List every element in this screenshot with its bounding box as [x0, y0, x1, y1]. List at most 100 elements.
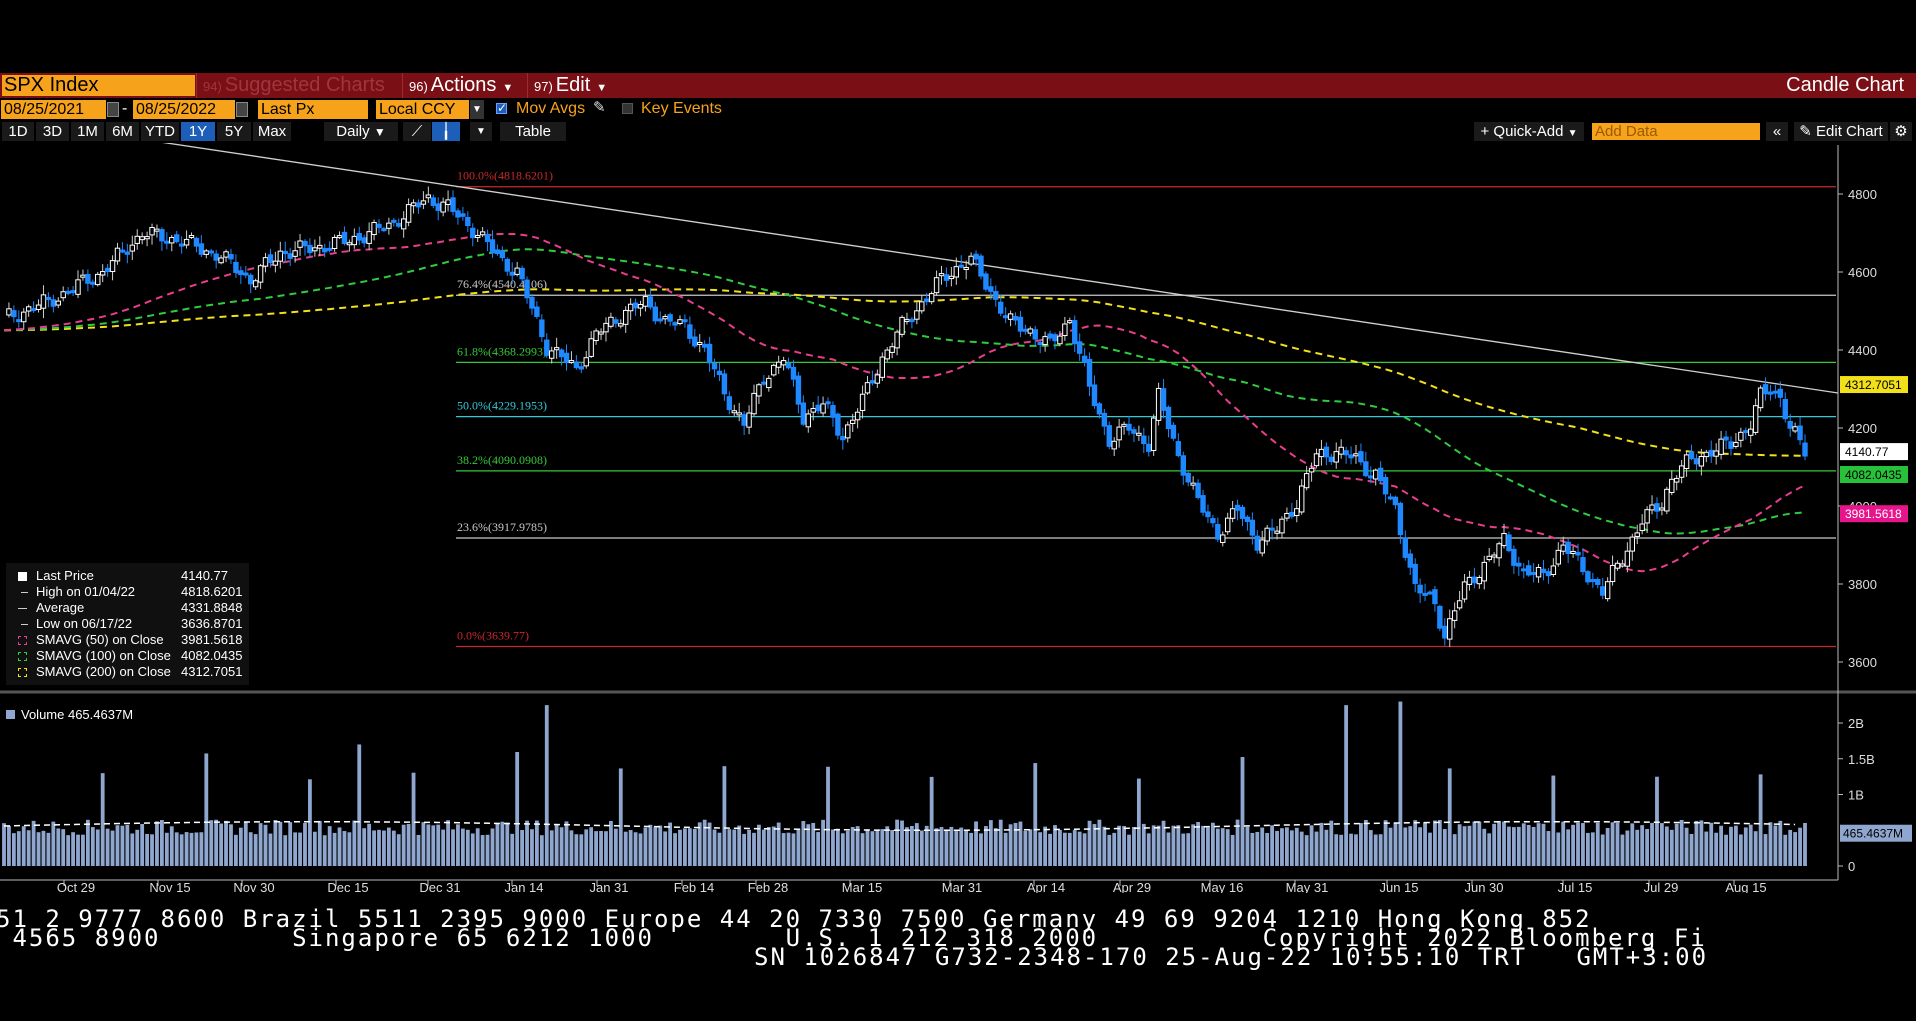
collapse-icon[interactable]: «: [1766, 122, 1788, 141]
candle[interactable]: [178, 243, 185, 247]
price-field-select[interactable]: Last Px: [258, 100, 368, 119]
candle[interactable]: [968, 255, 974, 265]
candle[interactable]: [30, 308, 37, 312]
candle[interactable]: [203, 250, 210, 255]
period-3d-button[interactable]: 3D: [36, 122, 69, 141]
candle[interactable]: [297, 240, 303, 248]
candle[interactable]: [514, 267, 520, 275]
candle[interactable]: [603, 322, 609, 333]
frequency-select[interactable]: Daily ▼: [324, 122, 398, 141]
candle[interactable]: [1659, 507, 1665, 511]
candle[interactable]: [104, 267, 111, 273]
candle[interactable]: [1407, 553, 1413, 568]
candle[interactable]: [154, 228, 160, 232]
candle[interactable]: [1580, 557, 1586, 573]
candle[interactable]: [1121, 423, 1127, 427]
candle[interactable]: [578, 366, 585, 370]
candle[interactable]: [573, 361, 580, 369]
candle[interactable]: [164, 240, 170, 244]
candle[interactable]: [420, 200, 427, 205]
candle[interactable]: [1442, 625, 1448, 639]
candle[interactable]: [815, 404, 821, 412]
pencil-icon[interactable]: ✎: [593, 99, 606, 116]
candle[interactable]: [1698, 456, 1705, 467]
candle[interactable]: [1392, 496, 1399, 506]
candle[interactable]: [662, 315, 668, 320]
candle[interactable]: [1382, 476, 1389, 495]
add-data-input[interactable]: Add Data: [1592, 123, 1760, 140]
candle[interactable]: [978, 255, 984, 277]
candle[interactable]: [494, 249, 501, 255]
line-chart-icon[interactable]: ⟋: [403, 122, 431, 141]
candle[interactable]: [1427, 591, 1433, 595]
candle[interactable]: [159, 229, 165, 242]
candle[interactable]: [1101, 412, 1108, 427]
candle[interactable]: [1570, 550, 1576, 554]
candle[interactable]: [228, 254, 234, 260]
candle[interactable]: [169, 237, 175, 244]
candle[interactable]: [1530, 571, 1537, 575]
candle[interactable]: [563, 352, 570, 364]
candle[interactable]: [751, 392, 757, 415]
period-ytd-button[interactable]: YTD: [141, 122, 179, 141]
candle[interactable]: [1205, 511, 1211, 518]
candle[interactable]: [1190, 482, 1196, 486]
candle[interactable]: [40, 294, 47, 309]
candle[interactable]: [307, 244, 313, 254]
candle[interactable]: [1466, 576, 1473, 585]
candle[interactable]: [287, 253, 293, 259]
candle[interactable]: [1777, 388, 1784, 398]
candle[interactable]: [470, 227, 476, 239]
candle[interactable]: [1516, 562, 1522, 567]
candle[interactable]: [1303, 473, 1310, 489]
period-1d-button[interactable]: 1D: [2, 122, 34, 141]
candle[interactable]: [35, 304, 42, 310]
candle[interactable]: [218, 257, 224, 264]
candle[interactable]: [731, 410, 737, 414]
candle[interactable]: [238, 270, 244, 276]
candle[interactable]: [1091, 384, 1098, 407]
candle[interactable]: [632, 302, 639, 309]
candle[interactable]: [988, 286, 994, 292]
candle[interactable]: [1654, 503, 1660, 512]
candle[interactable]: [1555, 549, 1561, 565]
candle[interactable]: [1678, 465, 1685, 478]
candle[interactable]: [1560, 544, 1566, 552]
candle[interactable]: [1752, 405, 1759, 433]
candle[interactable]: [864, 382, 871, 394]
candle[interactable]: [277, 250, 284, 262]
candle[interactable]: [336, 235, 343, 239]
candle[interactable]: [687, 324, 693, 339]
candle[interactable]: [1787, 420, 1793, 429]
actions-menu[interactable]: 96) Actions ▼: [402, 73, 519, 98]
candle[interactable]: [1289, 511, 1295, 517]
candle[interactable]: [835, 413, 841, 436]
candle[interactable]: [1343, 450, 1349, 456]
candle[interactable]: [1175, 441, 1182, 457]
candle[interactable]: [119, 249, 126, 253]
candle[interactable]: [973, 253, 979, 260]
candle[interactable]: [854, 411, 861, 421]
candle[interactable]: [534, 306, 540, 317]
candle[interactable]: [1540, 568, 1547, 574]
period-1m-button[interactable]: 1M: [71, 122, 104, 141]
candle[interactable]: [1022, 328, 1029, 332]
candle[interactable]: [904, 318, 910, 322]
candle[interactable]: [1353, 453, 1359, 457]
candle[interactable]: [70, 290, 76, 294]
candle[interactable]: [1733, 441, 1739, 447]
candle[interactable]: [1220, 534, 1226, 543]
candle[interactable]: [1624, 550, 1631, 567]
candle[interactable]: [139, 236, 145, 241]
candle[interactable]: [1150, 417, 1157, 452]
gear-icon[interactable]: ⚙: [1890, 122, 1912, 141]
candle[interactable]: [746, 412, 752, 428]
candle[interactable]: [1619, 563, 1626, 567]
candle[interactable]: [1037, 342, 1043, 346]
candle[interactable]: [391, 219, 397, 223]
candle[interactable]: [914, 310, 920, 320]
candle[interactable]: [1333, 451, 1339, 463]
candle[interactable]: [208, 250, 214, 254]
candle[interactable]: [173, 234, 180, 243]
chevron-down-icon[interactable]: ▼: [470, 100, 484, 119]
